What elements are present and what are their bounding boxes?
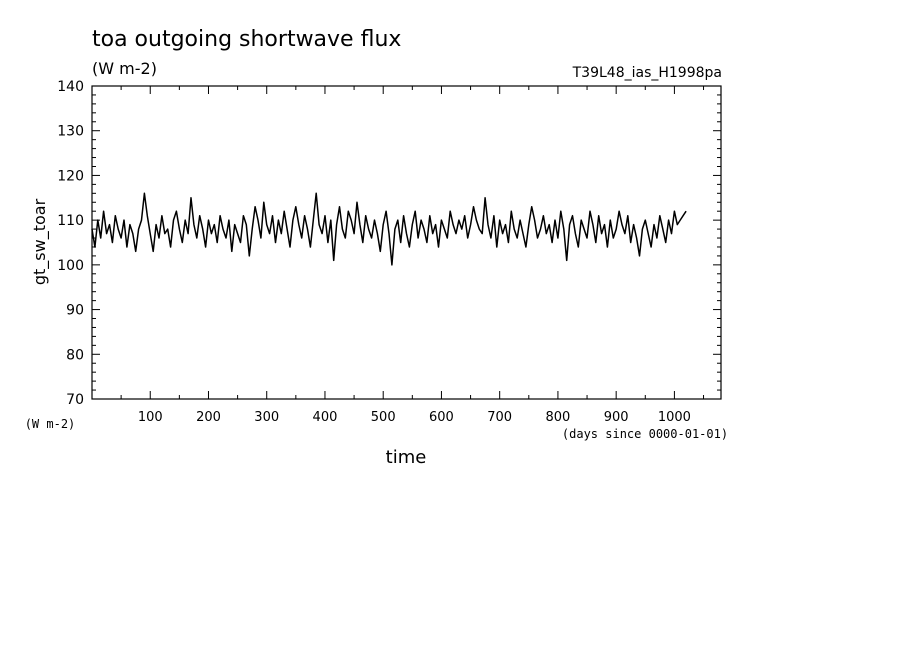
y-tick-label: 70 [66,392,84,408]
y-axis-units: (W m-2) [25,417,76,431]
x-tick-label: 100 [138,410,163,425]
y-tick-label: 110 [57,213,84,229]
series-layer [91,192,687,266]
y-tick-label: 140 [57,79,84,95]
x-tick-label: 500 [371,410,396,425]
x-tick-label: 700 [487,410,512,425]
y-tick-label: 90 [66,303,84,319]
chart-title: toa outgoing shortwave flux [92,27,401,52]
y-axis: 70 80 90 100 110 120 130 140 [57,79,721,408]
plot-area: 100 200 300 400 500 600 700 800 900 1000 70 80 90 10… [57,79,722,425]
x-tick-label: 800 [546,410,571,425]
x-axis: 100 200 300 400 500 600 700 800 900 1000 [120,86,705,425]
x-tick-label: 600 [429,410,454,425]
x-axis-units: (days since 0000-01-01) [562,427,728,441]
series-line-0 [91,192,687,266]
y-tick-label: 120 [57,168,84,184]
y-axis-label: gt_sw_toar [30,198,50,285]
x-tick-label: 900 [604,410,629,425]
x-tick-label: 300 [254,410,279,425]
y-tick-label: 80 [66,347,84,363]
plot-frame [91,85,722,400]
x-tick-label: 1000 [658,410,691,425]
y-tick-label: 100 [57,258,84,274]
x-axis-label: time [386,447,427,468]
x-tick-label: 400 [313,410,338,425]
x-tick-label: 200 [196,410,221,425]
run-label: T39L48_ias_H1998pa [572,65,722,81]
y-tick-label: 130 [57,124,84,140]
chart-units: (W m-2) [92,59,157,78]
